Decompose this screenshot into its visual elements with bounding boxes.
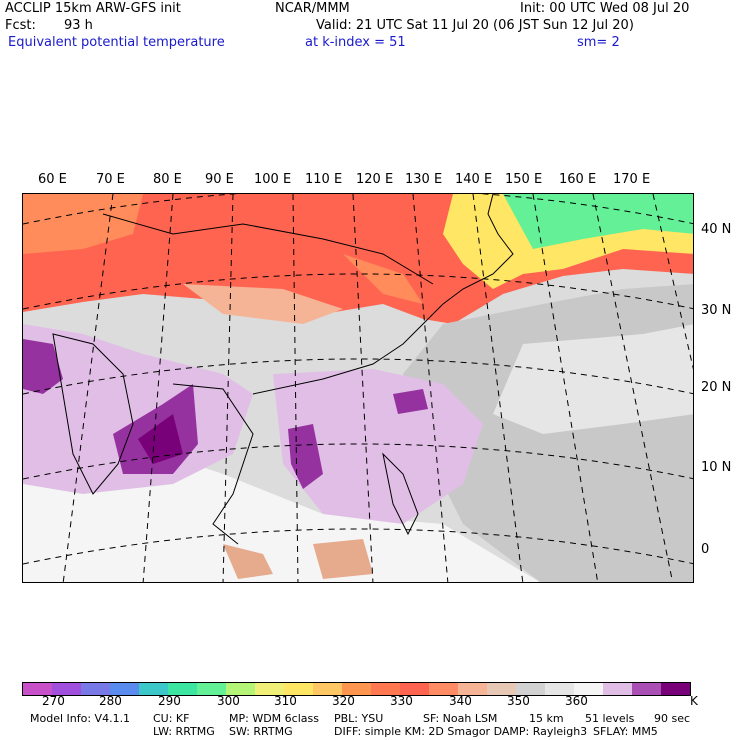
longitude-label: 70 E [96,172,125,187]
longitude-label: 90 E [205,172,234,187]
colorbar-tick-label: 340 [449,694,472,708]
colorbar-swatch [342,683,371,695]
field-name: Equivalent potential temperature [8,35,225,50]
footer-sf: SF: Noah LSM [423,712,498,725]
colorbar-swatch [197,683,226,695]
coast-china [252,303,444,395]
colorbar-swatch [400,683,429,695]
footer-cu: CU: KF [153,712,190,725]
longitude-label: 170 E [613,172,651,187]
colorbar-tick-label: 360 [565,694,588,708]
footer-pbl: PBL: YSU [334,712,384,725]
darkpurple-core-bay [138,414,183,464]
colorbar-unit: K [690,694,698,708]
longitude-label: 100 E [254,172,292,187]
longitude-label: 150 E [505,172,543,187]
orange-patch-west [23,194,143,254]
colorbar-tick-label: 290 [158,694,181,708]
forecast-hour: 93 h [64,18,93,33]
footer-sflay: SFLAY: MM5 [593,725,658,738]
purple-core-philippine [393,389,428,414]
colorbar [22,682,691,696]
latitude-label: 10 N [701,460,732,475]
peach-patch-china [183,284,343,324]
colorbar-swatch [574,683,603,695]
coast-philippines [382,452,419,536]
map-panel [22,193,694,583]
footer-model-info: Model Info: V4.1.1 [30,712,131,725]
colorbar-swatch [81,683,110,695]
orange-patch-east [343,254,423,304]
longitude-label: 140 E [455,172,493,187]
footer-levels: 51 levels [585,712,635,725]
init-time: Init: 00 UTC Wed 08 Jul 20 [520,1,690,16]
colorbar-swatch [632,683,661,695]
footer-sw: SW: RRTMG [229,725,293,738]
colorbar-tick-label: 270 [42,694,65,708]
latitude-label: 0 [701,542,710,557]
graticule [23,194,693,582]
colorbar-swatch [603,683,632,695]
colorbar-swatch [52,683,81,695]
map-field-svg [23,194,693,582]
level-label: at k-index = 51 [305,35,406,50]
colorbar-swatch [487,683,516,695]
green-region [503,194,693,249]
smoothing-label: sm= 2 [577,35,620,50]
longitude-label: 120 E [356,172,394,187]
footer-resolution: 15 km [529,712,564,725]
colorbar-swatch [139,683,168,695]
footer-timestep: 90 sec [654,712,691,725]
longitude-label: 160 E [559,172,597,187]
footer-lw: LW: RRTMG [153,725,215,738]
colorbar-swatch [110,683,139,695]
colorbar-swatch [661,683,690,695]
footer-mp: MP: WDM 6class [229,712,319,725]
colorbar-tick-label: 330 [390,694,413,708]
colorbar-swatch [429,683,458,695]
coast-japan [442,194,514,305]
org-label: NCAR/MMM [275,1,350,16]
lavender-india [23,324,253,494]
light-ocean-patch [493,324,693,434]
colorbar-tick-label: 280 [99,694,122,708]
colorbar-swatch [168,683,197,695]
latitude-label: 20 N [701,380,732,395]
longitude-label: 80 E [153,172,182,187]
longitude-label: 60 E [38,172,67,187]
colorbar-swatch [284,683,313,695]
footer-diff: DIFF: simple KM: 2D Smagor DAMP: Rayleig… [334,725,588,738]
model-title: ACCLIP 15km ARW-GFS init [5,1,181,16]
colorbar-swatch [516,683,545,695]
valid-time: Valid: 21 UTC Sat 11 Jul 20 (06 JST Sun … [316,18,634,33]
colorbar-swatch [458,683,487,695]
purple-core-west [23,339,63,394]
longitude-label: 130 E [405,172,443,187]
colorbar-swatch [226,683,255,695]
colorbar-tick-label: 320 [332,694,355,708]
colorbar-swatch [255,683,284,695]
colorbar-swatch [313,683,342,695]
latitude-label: 30 N [701,303,732,318]
forecast-label: Fcst: [5,18,36,33]
border-mongolia [102,213,434,285]
colorbar-tick-label: 300 [217,694,240,708]
land-borneo [313,539,373,579]
lavender-se-asia [273,369,483,524]
colorbar-swatch [545,683,574,695]
colorbar-swatch [371,683,400,695]
coast-india [52,333,134,495]
colorbar-tick-label: 350 [507,694,530,708]
colorbar-tick-label: 310 [274,694,297,708]
coast-se-asia [172,383,254,545]
land-sumatra [223,544,273,579]
latitude-label: 40 N [701,222,732,237]
colorbar-swatch [23,683,52,695]
longitude-label: 110 E [305,172,343,187]
